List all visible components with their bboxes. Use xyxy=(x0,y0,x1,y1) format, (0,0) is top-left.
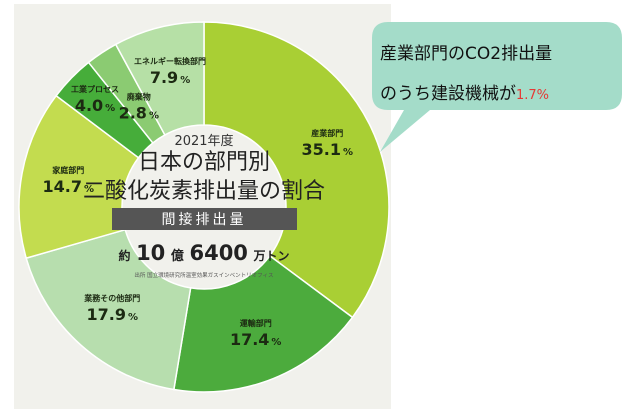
slice-value-label: 14.7% xyxy=(43,177,95,196)
slice-7 xyxy=(114,21,205,136)
subtitle: 間接排出量 xyxy=(162,211,247,228)
total-num2: 6400 xyxy=(189,241,247,265)
slice-value-label: 17.4% xyxy=(230,330,282,349)
callout-bubble xyxy=(372,22,622,152)
slice-category-label: エネルギー転換部門 xyxy=(134,56,206,66)
slice-value-label: 4.0% xyxy=(75,96,115,115)
slice-value-label: 2.8% xyxy=(119,104,159,123)
slice-3 xyxy=(25,228,192,391)
donut-chart: 産業部門 35.1 % 運輸部門 17.4 % 業務その他部門 17.9 % 家庭部門 14.7 % 工… xyxy=(18,21,390,393)
chart-title-line1: 日本の部門別 xyxy=(138,150,270,175)
slice-category-label: 家庭部門 xyxy=(52,165,84,175)
slice-4 xyxy=(18,94,140,260)
total-prefix: 約 xyxy=(118,248,130,263)
source-note: 出所 国立環境研究所温室効果ガスインベントリオフィス xyxy=(134,271,273,279)
slice-value-label: 35.1% xyxy=(302,140,354,159)
subtitle-band xyxy=(112,208,297,230)
year-label: 2021年度 xyxy=(174,133,233,149)
slice-category-label: 工業プロセス xyxy=(71,84,119,94)
slice-category-label: 産業部門 xyxy=(311,128,343,138)
callout-line2-row: のうち建設機械が1.7% xyxy=(380,74,610,116)
total-num1: 10 xyxy=(136,241,165,265)
slice-category-label: 業務その他部門 xyxy=(83,293,140,303)
callout-highlight: 1.7% xyxy=(516,88,550,103)
total-unit1: 億 xyxy=(171,248,184,264)
callout-line2: のうち建設機械が xyxy=(380,84,516,104)
slice-value-label: 17.9% xyxy=(87,305,139,324)
slice-category-label: 運輸部門 xyxy=(240,318,272,328)
total-amount: 約 10 億 6400 万トン xyxy=(118,241,289,265)
callout-text: 産業部門のCO2排出量 のうち建設機械が1.7% xyxy=(380,34,610,116)
chart-title-line2: 二酸化炭素排出量の割合 xyxy=(83,179,325,204)
callout-line1: 産業部門のCO2排出量 xyxy=(380,44,553,64)
total-unit2: 万トン xyxy=(253,249,290,263)
slice-2 xyxy=(172,254,354,393)
slice-1 xyxy=(203,21,390,319)
slice-category-label: 廃棄物 xyxy=(127,92,151,102)
callout-shape xyxy=(372,22,622,152)
slice-value-label: 7.9% xyxy=(150,68,190,87)
